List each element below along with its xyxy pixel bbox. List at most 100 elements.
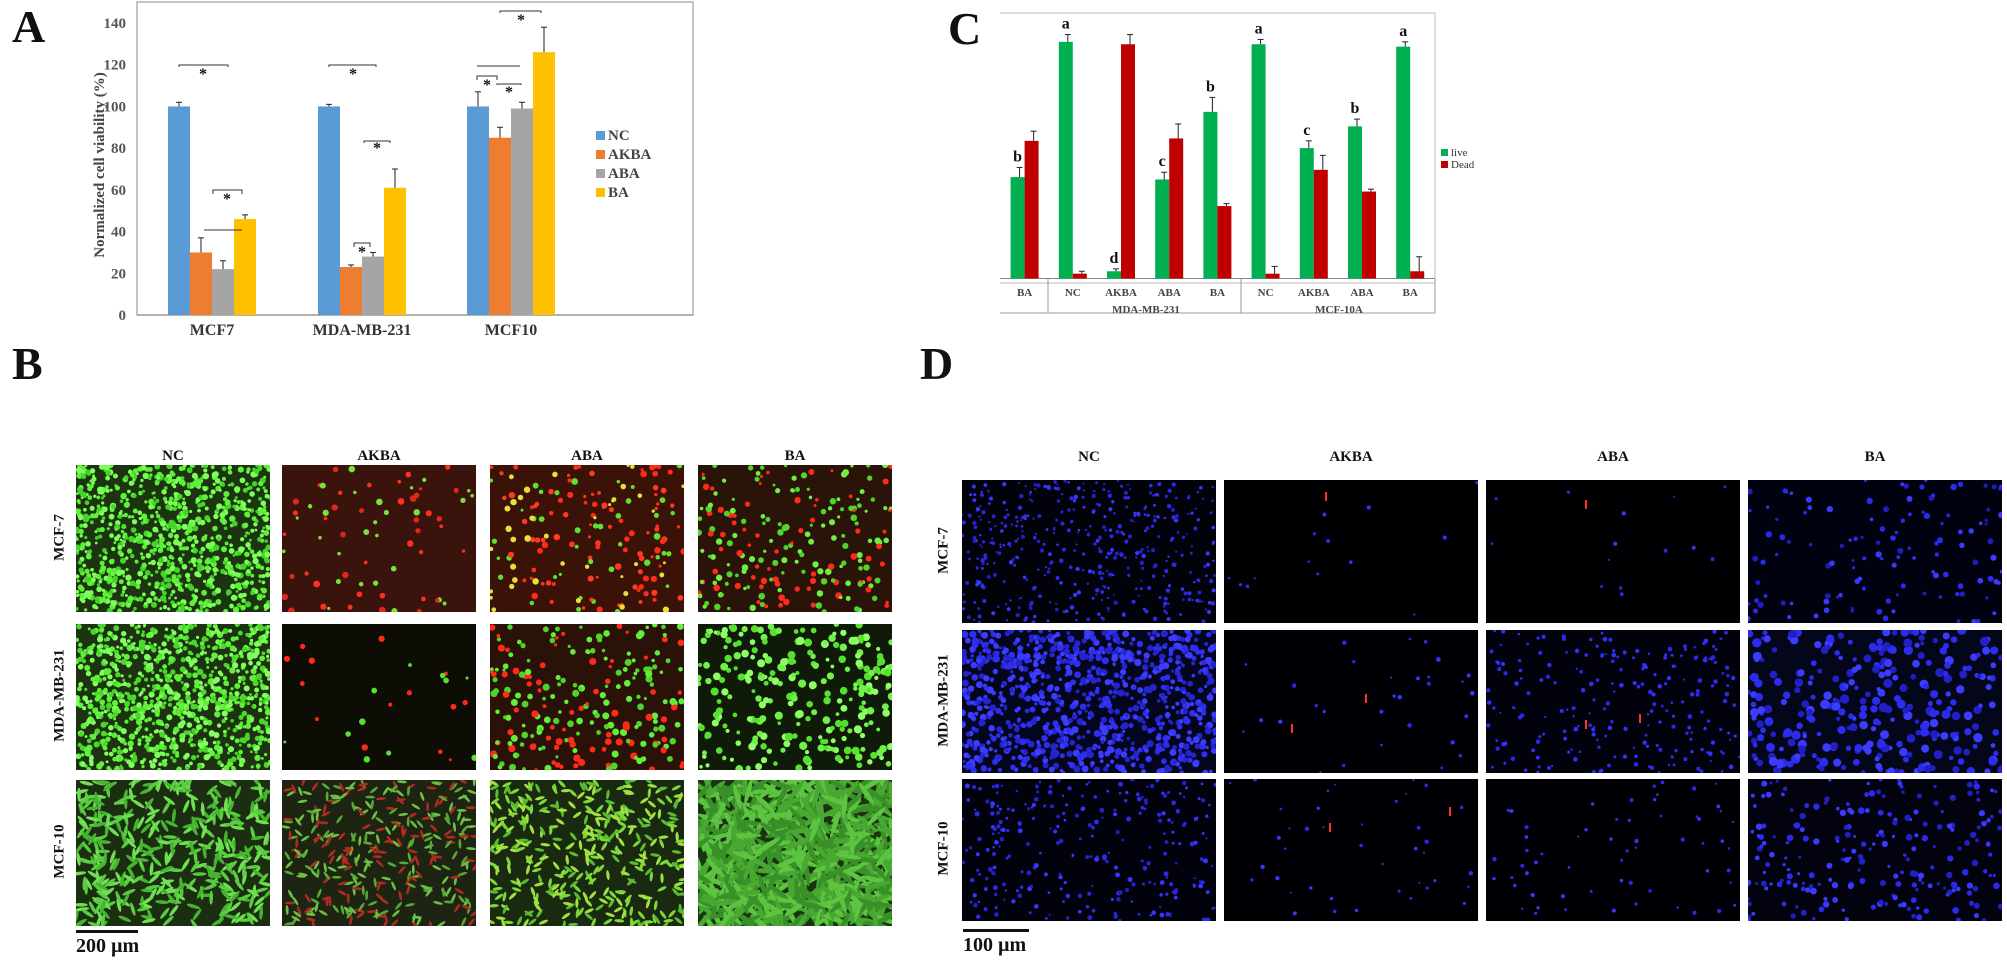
bar-dead-9	[1313, 169, 1328, 279]
significance-letter: c	[1303, 122, 1310, 139]
micrograph-tile	[76, 780, 270, 926]
significance-star: *	[483, 77, 491, 94]
legend-swatch-live	[1441, 149, 1448, 156]
y-tick-label: 80	[111, 141, 126, 157]
significance-star: *	[358, 244, 366, 261]
micrograph-tile	[1224, 630, 1478, 773]
bar-dead-7	[1217, 206, 1232, 279]
micro-column-label: ABA	[571, 448, 603, 464]
panel-letter-d: D	[920, 338, 954, 389]
y-tick-label: 140	[104, 16, 127, 32]
x-category-label: MCF7	[190, 322, 234, 336]
micro-row-label: MCF-10	[51, 824, 68, 879]
y-tick-label: 100	[104, 99, 127, 115]
bar-dead-6	[1169, 138, 1184, 279]
bar-nc-mda-mb-231	[318, 106, 340, 315]
bar-live-9	[1299, 148, 1314, 279]
x-category-label: NC	[1258, 287, 1274, 299]
significance-letter: d	[1110, 250, 1119, 267]
y-tick-label: 60	[111, 183, 126, 199]
significance-star: *	[223, 191, 231, 208]
significance-star: *	[349, 66, 357, 83]
bar-aba-mcf7	[212, 269, 234, 315]
micro-row-label: MDA-MB-231	[935, 653, 952, 747]
micro-column-label: NC	[162, 448, 184, 464]
legend-swatch-aba	[596, 169, 605, 178]
significance-bracket	[212, 189, 243, 194]
bar-akba-mcf10	[489, 137, 511, 315]
x-category-label: MCF10	[485, 322, 537, 336]
micrograph-tile	[282, 780, 476, 926]
significance-letter: c	[1159, 153, 1166, 170]
bar-dead-11	[1410, 271, 1425, 279]
micrograph-tile	[698, 780, 892, 926]
micro-column-label: AKBA	[357, 448, 401, 464]
micrograph-tile	[282, 465, 476, 612]
micrograph-tile	[1748, 480, 2002, 623]
legend-swatch-akba	[596, 150, 605, 159]
bar-ba-mda-mb-231	[384, 187, 406, 315]
bar-akba-mcf7	[190, 252, 212, 315]
micro-row-label: MDA-MB-231	[51, 649, 68, 742]
panel-letter-b: B	[12, 338, 43, 389]
legend-label-akba: AKBA	[608, 147, 652, 163]
x-group-label: MDA-MB-231	[1112, 304, 1180, 316]
bar-live-11	[1396, 46, 1411, 279]
panel-letter-c: C	[948, 3, 982, 54]
legend-swatch-dead	[1441, 161, 1448, 168]
significance-bracket	[353, 242, 371, 247]
legend-label-ba: BA	[608, 185, 629, 201]
scale-bar	[76, 930, 138, 933]
x-category-label: NC	[1065, 287, 1081, 299]
bar-dead-8	[1265, 273, 1280, 279]
micro-column-label: ABA	[1597, 449, 1629, 465]
x-category-label: BA	[1017, 287, 1032, 299]
legend-swatch-nc	[596, 131, 605, 140]
micro-row-label: MCF-10	[935, 821, 952, 876]
micrograph-tile	[490, 780, 684, 926]
y-axis-title: Normalized cell viability (%)	[92, 72, 108, 257]
significance-letter: a	[1062, 16, 1070, 33]
micrograph-tile	[1486, 480, 1740, 623]
micrograph-tile	[1748, 630, 2002, 773]
bar-aba-mcf10	[511, 108, 533, 315]
bar-ba-mcf10	[533, 52, 555, 315]
bar-live-3	[1010, 177, 1025, 279]
legend-label-live: live	[1451, 147, 1468, 159]
significance-bracket	[328, 64, 377, 67]
bar-dead-3	[1024, 140, 1039, 279]
micrograph-tile	[1224, 480, 1478, 623]
micrograph-tile	[962, 779, 1216, 921]
bar-live-6	[1155, 179, 1170, 279]
micrograph-tile	[76, 624, 270, 770]
bar-dead-10	[1362, 191, 1376, 279]
bar-live-7	[1203, 111, 1218, 279]
bar-live-5	[1107, 271, 1121, 279]
micrograph-tile	[490, 465, 684, 612]
micrograph-tile	[962, 630, 1216, 773]
significance-letter: b	[1351, 100, 1360, 117]
x-category-label: MDA-MB-231	[313, 322, 412, 336]
panel-letter-a: A	[12, 1, 46, 52]
micrograph-tile	[76, 465, 270, 612]
x-category-label: ABA	[1158, 287, 1181, 299]
legend-swatch-ba	[596, 188, 605, 197]
x-category-label: BA	[1210, 287, 1225, 299]
significance-letter: a	[1255, 20, 1263, 37]
y-tick-label: 20	[111, 266, 126, 282]
micrograph-tile	[698, 624, 892, 770]
significance-star: *	[505, 84, 513, 101]
x-category-label: AKBA	[1105, 287, 1137, 299]
x-category-label: ABA	[1350, 287, 1373, 299]
plot-frame	[1000, 12, 1436, 284]
micro-column-label: NC	[1078, 449, 1100, 465]
bar-live-4	[1058, 41, 1073, 279]
scale-bar-label: 100 µm	[963, 934, 1027, 956]
micrograph-tile	[962, 480, 1216, 623]
y-tick-label: 120	[104, 58, 127, 74]
bar-live-10	[1348, 126, 1362, 279]
micro-column-label: AKBA	[1329, 449, 1373, 465]
micrograph-tile	[1486, 630, 1740, 773]
bar-live-8	[1251, 44, 1266, 279]
y-tick-label: 0	[119, 308, 127, 324]
